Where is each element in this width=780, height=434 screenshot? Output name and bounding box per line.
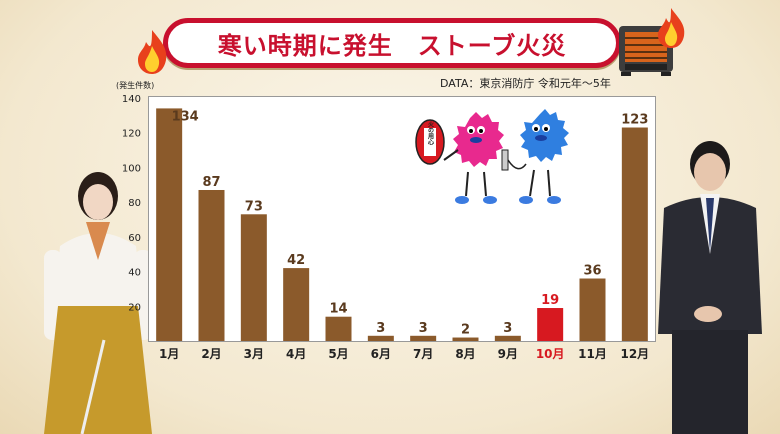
value-label: 42 [287, 253, 305, 268]
x-tick-label: 5月 [328, 347, 348, 361]
chart-panel [148, 96, 656, 342]
bar-12 [621, 127, 648, 341]
value-label: 3 [503, 321, 512, 336]
bar-3 [240, 214, 267, 341]
x-tick-label: 11月 [578, 347, 607, 361]
bar-11 [579, 278, 606, 341]
bar-8 [452, 337, 479, 341]
value-label: 3 [376, 321, 385, 336]
x-tick-label: 4月 [286, 347, 306, 361]
y-tick-label: 40 [128, 268, 141, 279]
bar-5 [325, 316, 352, 341]
y-tick-label: 120 [122, 129, 141, 140]
x-axis: 1月 2月 3月 4月 5月 6月 7月 8月 9月 10月 11月 12月 [159, 347, 649, 361]
presenter-man [658, 141, 762, 434]
y-axis-label: (発生件数) [116, 80, 154, 90]
x-tick-label: 3月 [244, 347, 264, 361]
bar-2 [198, 189, 225, 341]
bar-4 [283, 268, 310, 341]
data-source: DATA：東京消防庁 令和元年～5年 [440, 77, 611, 90]
x-tick-label: 2月 [201, 347, 221, 361]
value-labels: 134 87 73 42 14 3 3 2 3 19 36 123 [172, 109, 649, 337]
bar-1 [156, 108, 183, 342]
value-label: 3 [419, 321, 428, 336]
mascot-pink [443, 112, 504, 204]
presenter-woman [44, 172, 152, 434]
x-tick-label: 9月 [498, 347, 518, 361]
mascot-blue [501, 109, 569, 204]
value-label: 87 [202, 175, 220, 190]
x-tick-label: 6月 [371, 347, 391, 361]
value-label: 19 [541, 293, 559, 308]
bars [156, 108, 648, 342]
y-axis: (発生件数) 20 40 60 80 100 120 140 [116, 80, 154, 313]
value-label: 134 [172, 109, 199, 124]
x-tick-label: 8月 [455, 347, 475, 361]
value-label: 123 [621, 113, 648, 128]
x-tick-label: 10月 [536, 347, 565, 361]
chart-title: 寒い時期に発生 ストーブ火災 [217, 31, 567, 60]
flame-icon [658, 8, 685, 48]
value-label: 2 [461, 323, 470, 338]
lantern-icon: 火の用心 [415, 119, 445, 165]
x-tick-label: 12月 [620, 347, 649, 361]
title-banner: 寒い時期に発生 ストーブ火災 [163, 18, 621, 68]
y-tick-label: 100 [122, 163, 141, 174]
value-label: 36 [583, 264, 601, 279]
y-tick-label: 20 [128, 302, 141, 313]
flame-icon [138, 30, 167, 74]
y-tick-label: 60 [128, 233, 141, 244]
x-tick-label: 7月 [413, 347, 433, 361]
bar-9 [494, 335, 521, 341]
value-label: 14 [329, 302, 347, 317]
bar-7 [410, 335, 437, 341]
bar-6 [367, 335, 394, 341]
x-tick-label: 1月 [159, 347, 179, 361]
y-tick-label: 80 [128, 198, 141, 209]
value-label: 73 [245, 199, 263, 214]
bar-10 [537, 308, 564, 341]
lantern-sign-text: 火の用心 [427, 121, 435, 146]
y-tick-label: 140 [122, 94, 141, 105]
